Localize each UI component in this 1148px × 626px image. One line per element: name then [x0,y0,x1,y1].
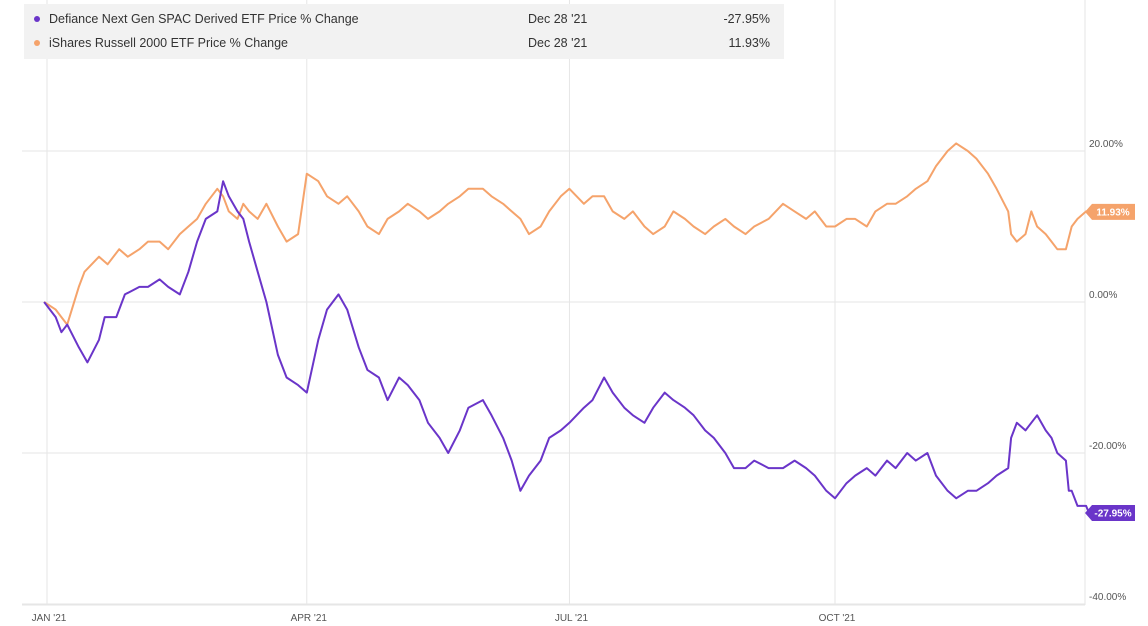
end-label: -27.95% [1085,505,1135,522]
legend-date: Dec 28 '21 [528,12,588,26]
legend-value: 11.93% [728,36,770,50]
x-tick-label: OCT '21 [819,613,856,624]
series-dot-icon [34,16,40,22]
end-label-text: 11.93% [1096,207,1129,218]
legend-value: -27.95% [723,12,770,26]
legend-series-name: Defiance Next Gen SPAC Derived ETF Price… [49,12,359,26]
series-lines [43,142,1090,514]
x-axis: JAN '21 APR '21 JUL '21 OCT '21 [32,613,856,624]
legend-row-spac[interactable]: Defiance Next Gen SPAC Derived ETF Price… [24,7,784,31]
legend-date: Dec 28 '21 [528,36,588,50]
legend-series-name: iShares Russell 2000 ETF Price % Change [49,36,289,50]
legend-row-russell[interactable]: iShares Russell 2000 ETF Price % Change … [24,31,784,55]
grid [22,0,1086,606]
y-tick-label: -40.00% [1089,592,1126,603]
end-label-flag [1085,505,1135,522]
y-tick-label: -20.00% [1089,441,1126,452]
y-tick-label: 0.00% [1089,290,1117,301]
y-axis: 20.00% 0.00% -20.00% -40.00% [1089,139,1126,603]
legend: Defiance Next Gen SPAC Derived ETF Price… [24,4,784,59]
x-tick-label: JUL '21 [555,613,589,624]
end-label: 11.93% [1085,203,1135,220]
series-dot-icon [34,40,40,46]
series-line [43,180,1090,514]
y-tick-label: 20.00% [1089,139,1123,150]
x-tick-label: APR '21 [291,613,328,624]
series-line [43,142,1090,326]
x-tick-label: JAN '21 [32,613,67,624]
end-label-text: -27.95% [1094,509,1131,520]
end-label-flag [1085,203,1135,220]
end-labels: -27.95% 11.93% [1085,203,1135,522]
